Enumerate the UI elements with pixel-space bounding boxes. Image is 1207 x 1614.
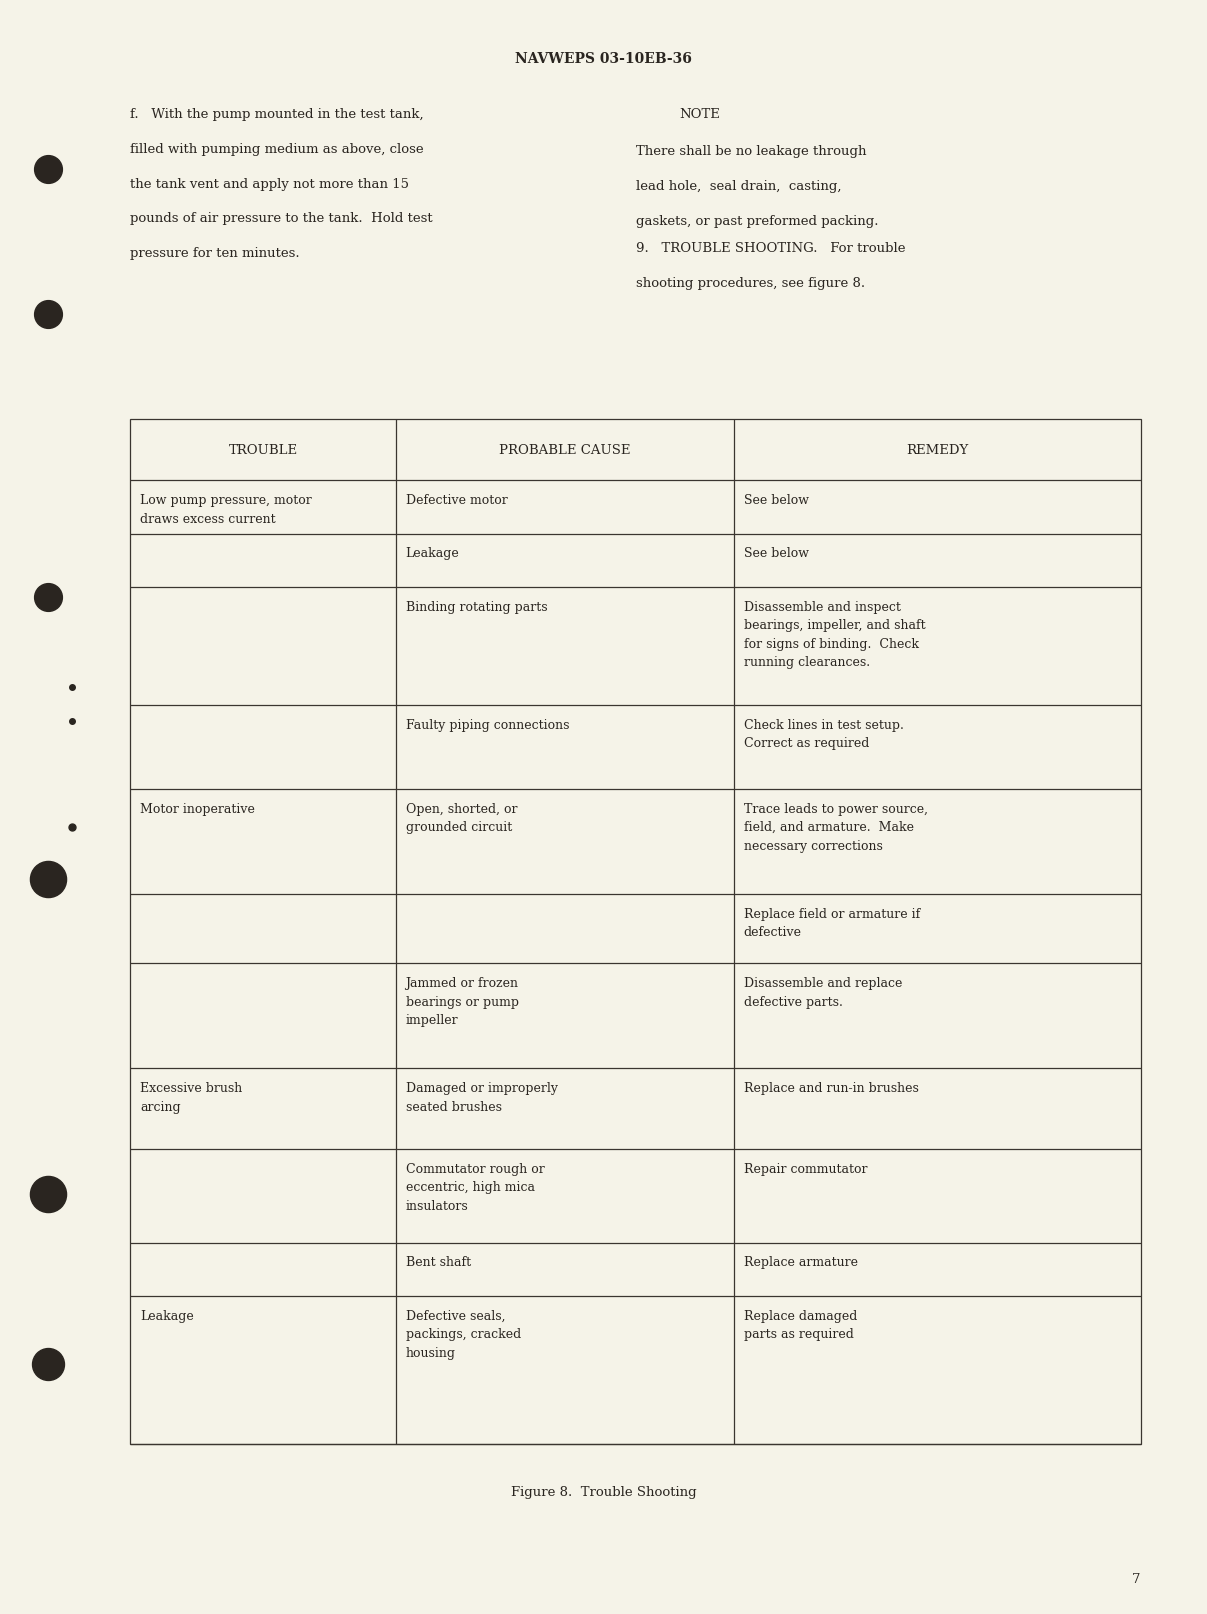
Text: NOTE: NOTE xyxy=(680,108,721,121)
Text: Disassemble and replace
defective parts.: Disassemble and replace defective parts. xyxy=(744,976,902,1009)
Text: gaskets, or past preformed packing.: gaskets, or past preformed packing. xyxy=(636,215,879,228)
Text: 9.   TROUBLE SHOOTING.   For trouble: 9. TROUBLE SHOOTING. For trouble xyxy=(636,242,905,255)
Text: Open, shorted, or
grounded circuit: Open, shorted, or grounded circuit xyxy=(406,802,517,834)
Text: Repair commutator: Repair commutator xyxy=(744,1162,867,1175)
Text: pressure for ten minutes.: pressure for ten minutes. xyxy=(130,247,301,260)
Text: Defective seals,
packings, cracked
housing: Defective seals, packings, cracked housi… xyxy=(406,1309,520,1359)
Text: Defective motor: Defective motor xyxy=(406,494,507,507)
Text: shooting procedures, see figure 8.: shooting procedures, see figure 8. xyxy=(636,278,865,291)
Text: Replace and run-in brushes: Replace and run-in brushes xyxy=(744,1081,919,1094)
Text: pounds of air pressure to the tank.  Hold test: pounds of air pressure to the tank. Hold… xyxy=(130,213,433,226)
Text: Faulty piping connections: Faulty piping connections xyxy=(406,718,568,731)
Text: PROBABLE CAUSE: PROBABLE CAUSE xyxy=(500,444,630,457)
Text: Commutator rough or
eccentric, high mica
insulators: Commutator rough or eccentric, high mica… xyxy=(406,1162,544,1212)
Text: Jammed or frozen
bearings or pump
impeller: Jammed or frozen bearings or pump impell… xyxy=(406,976,519,1027)
Bar xyxy=(130,420,1141,1445)
Text: Replace damaged
parts as required: Replace damaged parts as required xyxy=(744,1309,857,1341)
Text: Check lines in test setup.
Correct as required: Check lines in test setup. Correct as re… xyxy=(744,718,903,751)
Text: Leakage: Leakage xyxy=(140,1309,194,1322)
Text: NAVWEPS 03-10EB-36: NAVWEPS 03-10EB-36 xyxy=(515,52,692,66)
Text: 7: 7 xyxy=(1132,1572,1141,1585)
Text: the tank vent and apply not more than 15: the tank vent and apply not more than 15 xyxy=(130,178,409,190)
Text: Bent shaft: Bent shaft xyxy=(406,1256,471,1269)
Text: Leakage: Leakage xyxy=(406,547,460,560)
Text: Replace armature: Replace armature xyxy=(744,1256,857,1269)
Text: TROUBLE: TROUBLE xyxy=(228,444,298,457)
Text: Disassemble and inspect
bearings, impeller, and shaft
for signs of binding.  Che: Disassemble and inspect bearings, impell… xyxy=(744,600,925,668)
Text: Replace field or armature if
defective: Replace field or armature if defective xyxy=(744,907,920,939)
Text: Motor inoperative: Motor inoperative xyxy=(140,802,255,815)
Text: Excessive brush
arcing: Excessive brush arcing xyxy=(140,1081,243,1114)
Text: There shall be no leakage through: There shall be no leakage through xyxy=(636,145,867,158)
Text: Binding rotating parts: Binding rotating parts xyxy=(406,600,547,613)
Text: lead hole,  seal drain,  casting,: lead hole, seal drain, casting, xyxy=(636,179,841,194)
Text: See below: See below xyxy=(744,494,809,507)
Text: Figure 8.  Trouble Shooting: Figure 8. Trouble Shooting xyxy=(511,1485,696,1498)
Text: REMEDY: REMEDY xyxy=(906,444,968,457)
Text: Trace leads to power source,
field, and armature.  Make
necessary corrections: Trace leads to power source, field, and … xyxy=(744,802,927,852)
Text: f.   With the pump mounted in the test tank,: f. With the pump mounted in the test tan… xyxy=(130,108,424,121)
Text: See below: See below xyxy=(744,547,809,560)
Text: filled with pumping medium as above, close: filled with pumping medium as above, clo… xyxy=(130,142,424,157)
Text: Low pump pressure, motor
draws excess current: Low pump pressure, motor draws excess cu… xyxy=(140,494,311,526)
Text: Damaged or improperly
seated brushes: Damaged or improperly seated brushes xyxy=(406,1081,558,1114)
